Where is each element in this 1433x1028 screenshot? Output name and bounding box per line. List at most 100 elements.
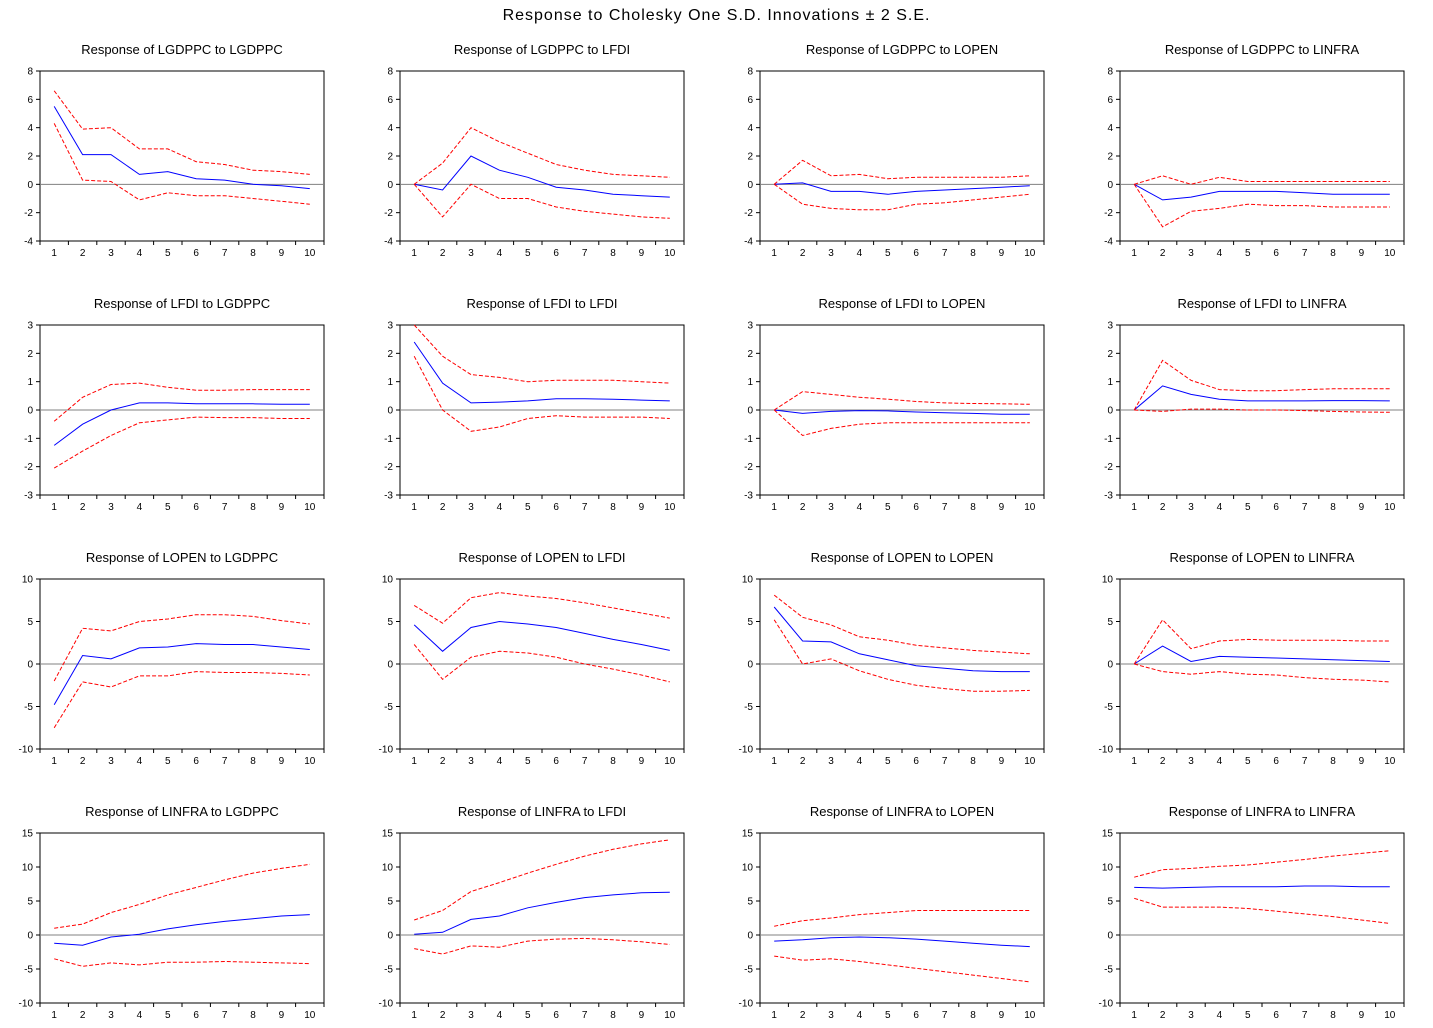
x-tick-label: 7	[222, 756, 228, 767]
x-tick-label: 1	[411, 1010, 417, 1021]
irf-panel: Response of LOPEN to LGDPPC -10 -5 0 5 10 1 2 3 4…	[19, 550, 325, 767]
y-tick-label: -1	[1104, 434, 1113, 445]
x-tick-label: 10	[1384, 502, 1396, 513]
y-tick-label: 3	[1107, 321, 1113, 332]
x-tick-label: 10	[1024, 756, 1036, 767]
x-tick-label: 8	[250, 1010, 256, 1021]
y-tick-label: 0	[747, 406, 753, 417]
x-tick-label: 2	[800, 1010, 806, 1021]
x-tick-label: 2	[800, 502, 806, 513]
panel-title: Response of LFDI to LINFRA	[1177, 296, 1346, 311]
x-tick-label: 4	[137, 248, 143, 259]
panel-frame	[399, 832, 685, 1004]
x-tick-label: 9	[639, 1010, 645, 1021]
x-tick-label: 5	[525, 756, 531, 767]
y-tick-label: -3	[24, 491, 33, 502]
upper-band-line	[413, 324, 670, 384]
panel-frame	[399, 70, 685, 242]
x-tick-label: 4	[497, 502, 503, 513]
x-tick-label: 6	[553, 248, 559, 259]
x-tick-label: 2	[440, 502, 446, 513]
y-tick-label: -2	[24, 462, 33, 473]
y-tick-label: 5	[1107, 617, 1113, 628]
x-tick-label: 4	[497, 1010, 503, 1021]
x-tick-label: 4	[857, 756, 863, 767]
lower-band-line	[1133, 184, 1390, 228]
x-tick-label: 3	[108, 1010, 114, 1021]
y-tick-label: -4	[24, 237, 33, 248]
upper-band-line	[1133, 359, 1390, 411]
x-tick-label: 1	[51, 248, 57, 259]
x-tick-label: 3	[108, 502, 114, 513]
irf-panel: Response of LINFRA to LGDPPC-10-50510151…	[19, 804, 325, 1021]
x-tick-label: 5	[525, 1010, 531, 1021]
panel-title: Response of LOPEN to LGDPPC	[86, 550, 278, 565]
x-tick-label: 8	[1330, 756, 1336, 767]
x-tick-label: 9	[279, 248, 285, 259]
x-tick-label: 8	[250, 756, 256, 767]
panel-title: Response of LFDI to LFDI	[466, 296, 617, 311]
panel-title: Response of LINFRA to LINFRA	[1169, 804, 1356, 819]
panel-title: Response of LGDPPC to LINFRA	[1165, 42, 1360, 57]
y-tick-label: -5	[24, 702, 33, 713]
upper-band-line	[773, 594, 1030, 655]
y-tick-label: 8	[27, 67, 33, 78]
y-tick-label: 1	[747, 377, 753, 388]
x-tick-label: 1	[51, 756, 57, 767]
x-tick-label: 3	[828, 248, 834, 259]
x-tick-label: 9	[279, 502, 285, 513]
irf-panel: Response of LGDPPC to LOPEN -4 -2 0 2 4 6 8 1 2 3 4…	[744, 42, 1045, 259]
panel-frame	[39, 832, 325, 1004]
x-tick-label: 10	[304, 502, 316, 513]
y-tick-label: 8	[387, 67, 393, 78]
x-tick-label: 10	[304, 1010, 316, 1021]
y-tick-label: 4	[387, 123, 393, 134]
y-tick-label: 3	[387, 321, 393, 332]
x-tick-label: 7	[942, 502, 948, 513]
y-tick-label: -10	[379, 999, 394, 1010]
response-line	[1134, 885, 1390, 889]
x-tick-label: 3	[468, 248, 474, 259]
x-tick-label: 1	[411, 248, 417, 259]
x-tick-label: 2	[80, 1010, 86, 1021]
lower-band-line	[773, 409, 1030, 437]
x-tick-label: 7	[222, 248, 228, 259]
lower-band-line	[54, 958, 310, 967]
y-tick-label: -4	[1104, 237, 1113, 248]
x-tick-label: 1	[51, 1010, 57, 1021]
y-tick-label: -2	[384, 208, 393, 219]
lower-band-line	[53, 671, 310, 729]
x-tick-label: 10	[664, 756, 676, 767]
x-tick-label: 5	[1245, 756, 1251, 767]
x-tick-label: 4	[1217, 756, 1223, 767]
x-tick-label: 1	[51, 502, 57, 513]
irf-panel: Response of LGDPPC to LGDPPC -4 -2 0 2 4 6 8 1 2 3…	[24, 42, 325, 259]
y-tick-label: 0	[387, 660, 393, 671]
x-tick-label: 1	[411, 756, 417, 767]
y-tick-label: 5	[387, 617, 393, 628]
irf-panel: Response of LOPEN to LOPEN -10 -5 0 5 10 1 2 3 4 5…	[739, 550, 1045, 767]
y-tick-label: 2	[1107, 349, 1113, 360]
y-tick-label: 3	[747, 321, 753, 332]
panel-title: Response of LOPEN to LOPEN	[811, 550, 994, 565]
x-tick-label: 5	[885, 756, 891, 767]
x-tick-label: 5	[165, 248, 171, 259]
x-tick-label: 9	[279, 756, 285, 767]
x-tick-label: 6	[193, 502, 199, 513]
x-tick-label: 6	[1273, 1010, 1279, 1021]
x-tick-label: 4	[857, 1010, 863, 1021]
x-tick-label: 6	[1273, 248, 1279, 259]
panel-title: Response of LINFRA to LGDPPC	[85, 804, 279, 819]
x-tick-label: 2	[80, 248, 86, 259]
y-tick-label: -1	[24, 434, 33, 445]
y-tick-label: 15	[742, 829, 754, 840]
response-line	[53, 106, 310, 190]
x-tick-label: 1	[1131, 756, 1137, 767]
x-tick-label: 7	[942, 1010, 948, 1021]
x-tick-label: 6	[913, 248, 919, 259]
x-tick-label: 3	[108, 248, 114, 259]
y-tick-label: 0	[1107, 931, 1113, 942]
y-tick-label: 1	[27, 377, 33, 388]
x-tick-label: 10	[1384, 756, 1396, 767]
